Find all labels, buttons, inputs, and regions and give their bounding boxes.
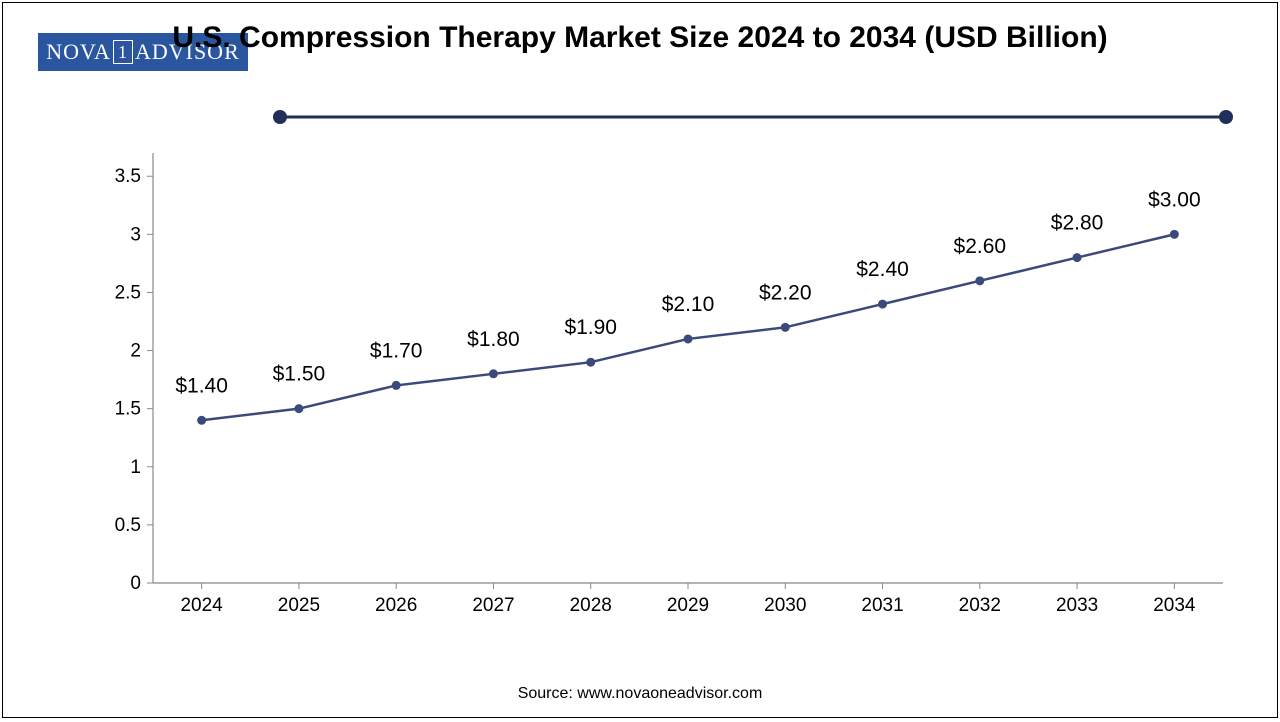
svg-text:2024: 2024 (180, 595, 223, 616)
chart-title: U.S. Compression Therapy Market Size 202… (3, 19, 1277, 57)
svg-text:2031: 2031 (861, 595, 903, 616)
svg-text:1.5: 1.5 (115, 399, 141, 420)
chart-svg: 0 0.5 1 1.5 2 2.5 3 3.5 2024 2025 2026 2027 2028 2029… (93, 143, 1243, 623)
svg-text:$2.40: $2.40 (856, 258, 909, 281)
svg-text:$1.90: $1.90 (564, 316, 617, 339)
svg-text:$2.20: $2.20 (759, 281, 812, 304)
chart-title-text: U.S. Compression Therapy Market Size 202… (172, 21, 1107, 54)
svg-text:2029: 2029 (667, 595, 709, 616)
svg-text:$1.70: $1.70 (370, 339, 423, 362)
svg-text:$2.10: $2.10 (662, 293, 715, 316)
chart-frame: NOVA 1 ADVISOR U.S. Compression Therapy … (2, 2, 1278, 718)
title-separator (273, 107, 1233, 127)
svg-text:2: 2 (130, 341, 141, 362)
svg-text:$2.80: $2.80 (1051, 212, 1104, 235)
svg-text:3.5: 3.5 (115, 166, 141, 187)
svg-text:2027: 2027 (472, 595, 514, 616)
svg-text:1: 1 (130, 457, 141, 478)
svg-text:2025: 2025 (278, 595, 320, 616)
svg-text:0: 0 (130, 573, 141, 594)
svg-text:0.5: 0.5 (115, 515, 141, 536)
svg-text:$1.80: $1.80 (467, 328, 520, 351)
chart-area: 0 0.5 1 1.5 2 2.5 3 3.5 2024 2025 2026 2027 2028 2029… (93, 143, 1243, 623)
svg-text:3: 3 (130, 224, 141, 245)
svg-text:2028: 2028 (570, 595, 612, 616)
svg-text:$3.00: $3.00 (1148, 188, 1201, 211)
source-text: Source: www.novaoneadvisor.com (3, 685, 1277, 703)
svg-text:$1.40: $1.40 (175, 374, 228, 397)
svg-text:$2.60: $2.60 (954, 235, 1007, 258)
svg-text:2026: 2026 (375, 595, 417, 616)
svg-text:2032: 2032 (959, 595, 1001, 616)
source-label: Source: www.novaoneadvisor.com (518, 685, 763, 702)
svg-text:2033: 2033 (1056, 595, 1098, 616)
svg-text:2034: 2034 (1153, 595, 1196, 616)
svg-text:2030: 2030 (764, 595, 806, 616)
svg-text:2.5: 2.5 (115, 282, 141, 303)
svg-text:$1.50: $1.50 (273, 363, 326, 386)
